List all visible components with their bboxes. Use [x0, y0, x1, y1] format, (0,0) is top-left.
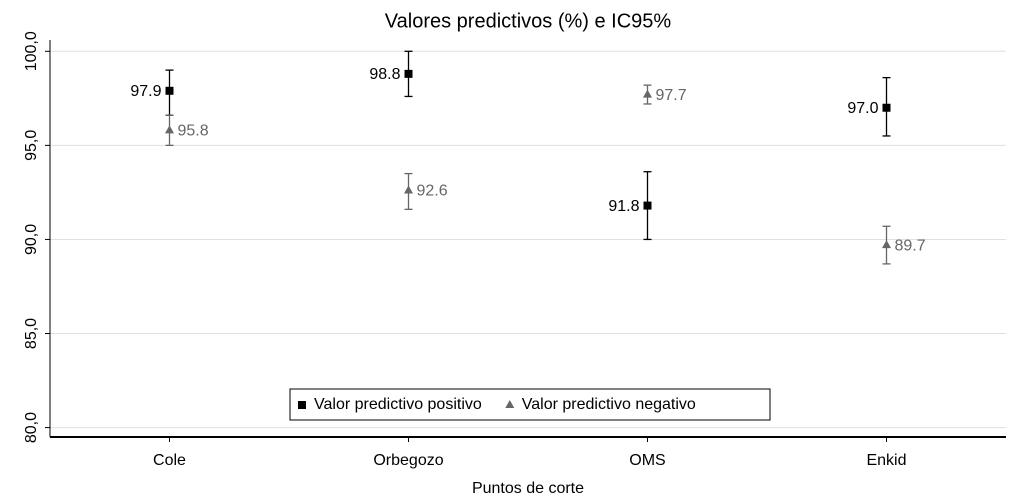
data-label: 89.7 [895, 237, 926, 254]
data-label: 91.8 [608, 198, 639, 215]
marker [882, 240, 891, 249]
data-label: 95.8 [178, 123, 209, 140]
legend-label: Valor predictivo positivo [314, 396, 482, 413]
marker [165, 125, 174, 134]
data-label: 97.7 [656, 87, 687, 104]
marker [643, 89, 652, 98]
y-tick-label: 95,0 [23, 130, 40, 161]
x-tick-label: OMS [629, 452, 665, 469]
data-label: 98.8 [369, 66, 400, 83]
marker [882, 103, 891, 112]
y-tick-label: 85,0 [23, 318, 40, 349]
marker [643, 201, 652, 210]
x-axis-label: Puntos de corte [472, 480, 584, 497]
legend: Valor predictivo positivo Valor predictiv… [289, 388, 771, 421]
y-tick-label: 80,0 [23, 412, 40, 443]
x-tick-label: Orbegozo [373, 452, 443, 469]
x-tick-label: Enkid [866, 452, 906, 469]
marker [505, 400, 515, 408]
marker [165, 86, 174, 95]
legend-label: Valor predictivo negativo [522, 396, 696, 413]
x-tick-label: Cole [153, 452, 186, 469]
legend-box [289, 388, 771, 421]
data-label: 97.0 [847, 100, 878, 117]
chart-title: Valores predictivos (%) e IC95% [385, 10, 672, 32]
y-tick-label: 100,0 [23, 31, 40, 71]
data-label: 92.6 [417, 183, 448, 200]
marker [404, 69, 413, 78]
marker [404, 185, 413, 194]
y-tick-label: 90,0 [23, 224, 40, 255]
marker [298, 401, 306, 409]
data-label: 97.9 [130, 83, 161, 100]
